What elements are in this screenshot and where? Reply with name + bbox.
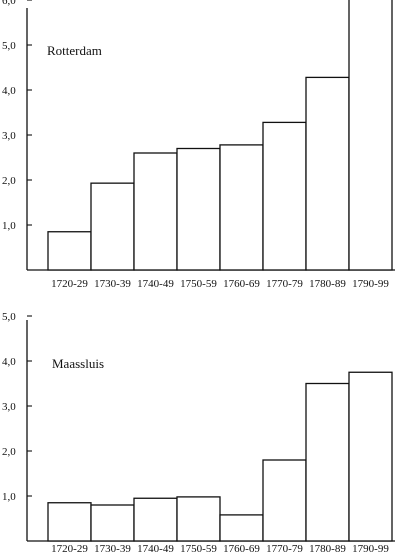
maassluis-category-label: 1750-59 bbox=[180, 543, 217, 555]
rotterdam-y-tick-label: 6,0 bbox=[2, 0, 16, 7]
maassluis-category-label: 1730-39 bbox=[94, 543, 131, 555]
maassluis-bar bbox=[90, 504, 135, 542]
rotterdam-category-label: 1770-79 bbox=[266, 278, 303, 290]
maassluis-bar bbox=[219, 514, 264, 542]
maassluis-bar bbox=[133, 497, 178, 542]
rotterdam-y-tick-label: 2,0 bbox=[2, 175, 16, 187]
maassluis-bar bbox=[262, 459, 307, 542]
rotterdam-y-tick-label: 3,0 bbox=[2, 130, 16, 142]
rotterdam-bar bbox=[262, 121, 307, 271]
rotterdam-category-label: 1730-39 bbox=[94, 278, 131, 290]
maassluis-bar bbox=[305, 382, 350, 542]
maassluis-y-tick-label: 1,0 bbox=[2, 491, 16, 503]
rotterdam-bar bbox=[348, 0, 393, 271]
rotterdam-y-tick-label: 5,0 bbox=[2, 40, 16, 52]
rotterdam-category-label: 1750-59 bbox=[180, 278, 217, 290]
rotterdam-chart: Rotterdam 1,0 2,0 3,0 4,0 5,0 6,0 1720-29 1730-… bbox=[2, 0, 395, 290]
rotterdam-y-tick-label: 4,0 bbox=[2, 85, 16, 97]
maassluis-title: Maassluis bbox=[52, 356, 104, 371]
rotterdam-bar bbox=[133, 152, 178, 271]
maassluis-bar bbox=[176, 496, 221, 542]
maassluis-category-label: 1780-89 bbox=[309, 543, 346, 555]
maassluis-category-label: 1740-49 bbox=[137, 543, 174, 555]
rotterdam-category-label: 1740-49 bbox=[137, 278, 174, 290]
maassluis-y-tick-label: 3,0 bbox=[2, 401, 16, 413]
maassluis-y-tick-label: 2,0 bbox=[2, 446, 16, 458]
rotterdam-category-label: 1780-89 bbox=[309, 278, 346, 290]
rotterdam-bar bbox=[176, 147, 221, 271]
maassluis-y-tick-label: 5,0 bbox=[2, 311, 16, 323]
maassluis-category-label: 1720-29 bbox=[51, 543, 88, 555]
rotterdam-category-label: 1790-99 bbox=[352, 278, 389, 290]
maassluis-category-label: 1770-79 bbox=[266, 543, 303, 555]
rotterdam-bar bbox=[47, 231, 92, 271]
maassluis-bar bbox=[348, 371, 393, 542]
rotterdam-bar bbox=[219, 144, 264, 271]
maassluis-category-label: 1760-69 bbox=[223, 543, 260, 555]
maassluis-category-label: 1790-99 bbox=[352, 543, 389, 555]
rotterdam-bar bbox=[90, 182, 135, 271]
maassluis-chart: Maassluis 1,0 2,0 3,0 4,0 5,0 1720-29 1730-39 1… bbox=[2, 311, 395, 555]
rotterdam-category-label: 1760-69 bbox=[223, 278, 260, 290]
maassluis-bar bbox=[47, 502, 92, 542]
rotterdam-y-tick-label: 1,0 bbox=[2, 220, 16, 232]
maassluis-y-tick-label: 4,0 bbox=[2, 356, 16, 368]
rotterdam-bar bbox=[305, 76, 350, 271]
rotterdam-category-label: 1720-29 bbox=[51, 278, 88, 290]
rotterdam-title: Rotterdam bbox=[47, 43, 102, 58]
